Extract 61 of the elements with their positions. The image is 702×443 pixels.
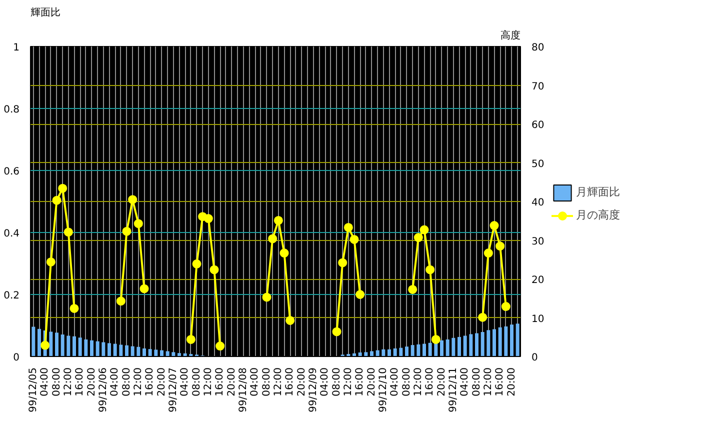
x-tick-label: 08:00 <box>331 367 342 396</box>
x-tick-label: 12:00 <box>272 367 284 396</box>
x-tick-label: 20:00 <box>506 367 518 396</box>
x-tick-label: 16:00 <box>354 367 366 396</box>
y-tick-label: 1 <box>13 42 20 54</box>
x-tick-label: 12:00 <box>412 367 424 396</box>
x-tick-label: 99/12/08 <box>238 367 249 412</box>
y2-tick-label: 70 <box>532 81 544 92</box>
y-tick-label: 0.4 <box>4 228 20 240</box>
y2-tick-label: 10 <box>532 314 544 325</box>
x-tick-label: 16:00 <box>494 367 506 396</box>
x-tick-label: 08:00 <box>261 367 272 396</box>
x-tick-label: 99/12/06 <box>98 367 109 412</box>
y-tick-label: 0.6 <box>4 166 20 178</box>
y2-tick-label: 30 <box>532 236 544 248</box>
x-tick-label: 99/12/09 <box>308 367 319 412</box>
x-tick-label: 04:00 <box>390 367 401 396</box>
x-tick-label: 12:00 <box>342 367 354 396</box>
y-axis-title: 輝面比 <box>30 6 60 18</box>
x-tick-label: 99/12/07 <box>168 367 179 412</box>
y2-tick-label: 50 <box>532 158 544 170</box>
x-tick-label: 12:00 <box>132 367 144 396</box>
legend-label: 月輝面比 <box>576 184 620 200</box>
x-tick-label: 12:00 <box>482 367 494 396</box>
x-tick-label: 08:00 <box>471 367 482 396</box>
y2-tick-label: 60 <box>532 120 544 131</box>
legend-label: 月の高度 <box>576 208 620 222</box>
x-tick-label: 20:00 <box>296 367 308 396</box>
x-tick-label: 16:00 <box>144 367 156 396</box>
x-tick-label: 16:00 <box>424 367 436 396</box>
y-tick-label: 0.2 <box>4 290 20 302</box>
x-tick-label: 99/12/11 <box>448 367 459 412</box>
x-tick-label: 20:00 <box>86 367 98 396</box>
x-tick-label: 04:00 <box>40 367 51 396</box>
x-tick-label: 99/12/05 <box>28 367 39 412</box>
y2-axis-title: 高度 <box>500 30 520 42</box>
x-tick-label: 08:00 <box>401 367 412 396</box>
x-tick-label: 20:00 <box>366 367 378 396</box>
x-tick-label: 08:00 <box>51 367 62 396</box>
x-tick-label: 16:00 <box>284 367 296 396</box>
x-tick-label: 20:00 <box>436 367 448 396</box>
y2-tick-label: 20 <box>532 275 544 286</box>
y-tick-label: 0.8 <box>4 104 20 116</box>
x-tick-label: 16:00 <box>74 367 86 396</box>
x-tick-label: 12:00 <box>202 367 214 396</box>
x-tick-label: 04:00 <box>250 367 261 396</box>
x-tick-label: 04:00 <box>110 367 121 396</box>
x-tick-label: 04:00 <box>460 367 471 396</box>
x-tick-label: 20:00 <box>156 367 168 396</box>
x-tick-label: 04:00 <box>320 367 331 396</box>
y-tick-label: 0 <box>13 352 20 364</box>
y2-tick-label: 40 <box>532 198 544 208</box>
y2-tick-label: 80 <box>532 42 544 54</box>
x-tick-label: 04:00 <box>180 367 191 396</box>
x-tick-label: 16:00 <box>214 367 226 396</box>
x-tick-label: 08:00 <box>121 367 132 396</box>
x-tick-label: 20:00 <box>226 367 238 396</box>
x-tick-label: 08:00 <box>191 367 202 396</box>
x-tick-label: 99/12/10 <box>378 367 389 412</box>
y2-tick-label: 0 <box>532 352 538 364</box>
x-tick-label: 12:00 <box>62 367 74 396</box>
